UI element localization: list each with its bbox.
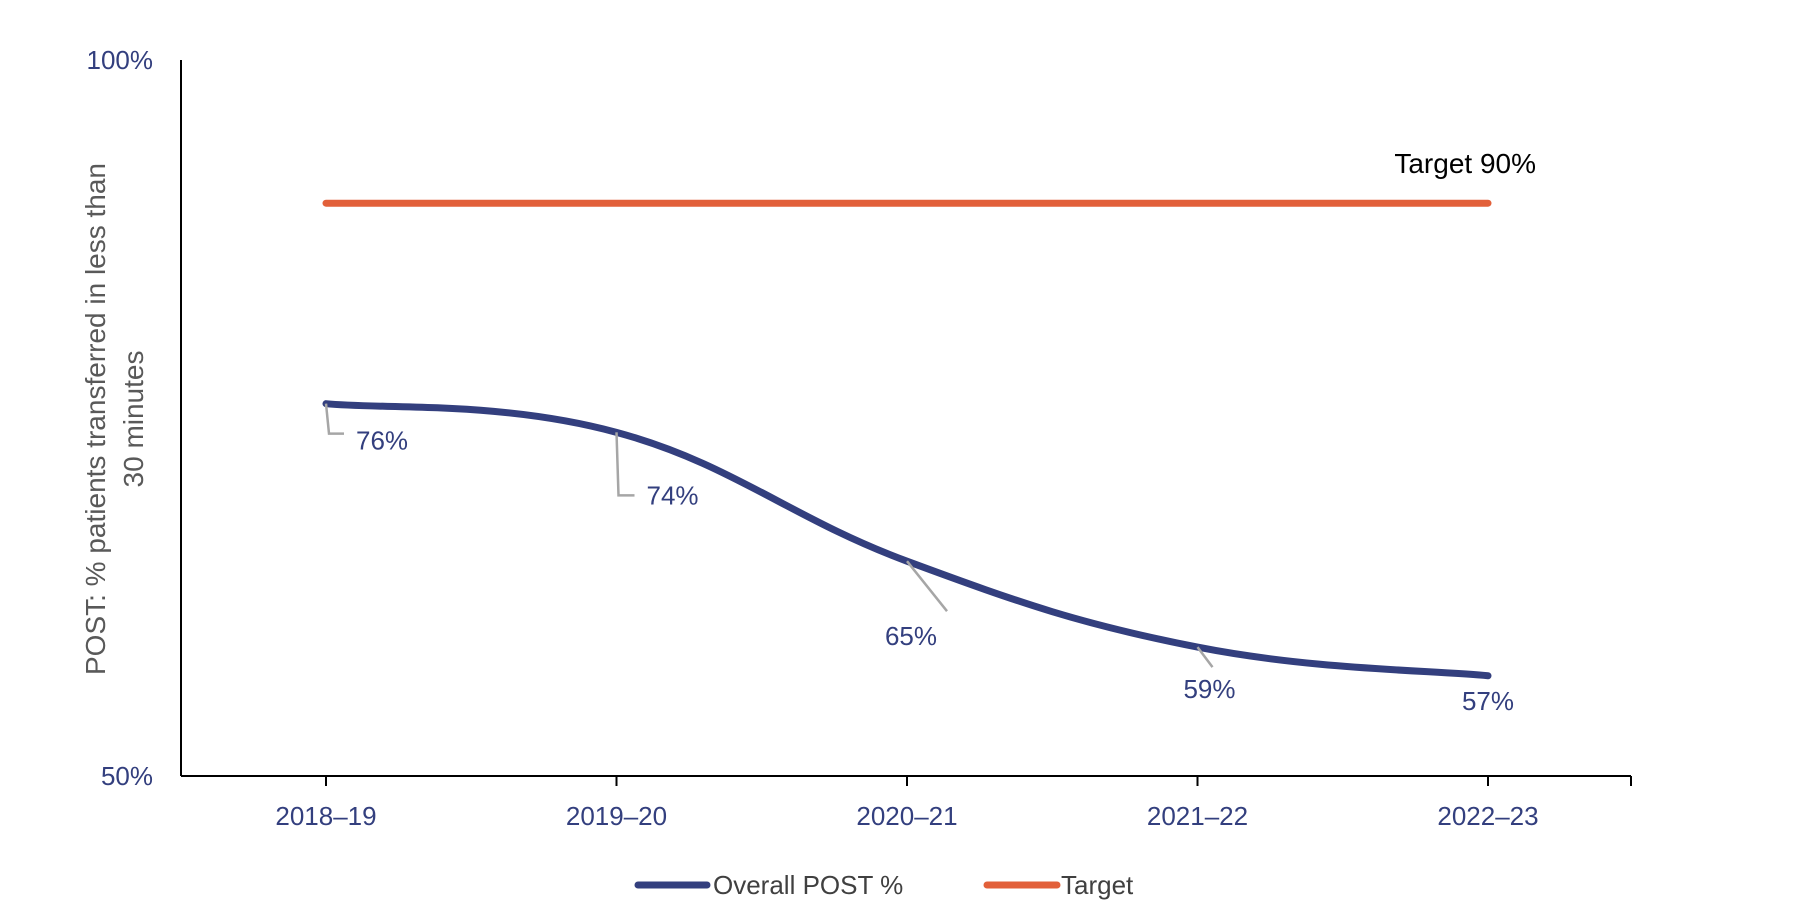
x-tick-label: 2019–20 — [566, 801, 667, 831]
y-tick-labels: 50% 100% — [87, 45, 154, 791]
data-label: 57% — [1462, 686, 1514, 716]
data-label: 74% — [647, 480, 699, 510]
y-axis-title-line: 30 minutes — [118, 351, 149, 488]
target-annotation: Target 90% — [1394, 148, 1536, 179]
data-label: 59% — [1183, 674, 1235, 704]
data-label: 76% — [356, 426, 408, 456]
x-tick-label: 2020–21 — [856, 801, 957, 831]
y-tick-label: 50% — [101, 761, 153, 791]
legend: Overall POST % Target — [634, 870, 1134, 900]
data-label: 65% — [885, 621, 937, 651]
x-ticks: 2018–19 2019–20 2020–21 2021–22 2022–23 — [275, 776, 1632, 831]
y-axis-title-line: POST: % patients transferred in less tha… — [80, 163, 111, 675]
data-label-leader — [615, 432, 635, 497]
x-tick-label: 2018–19 — [275, 801, 376, 831]
x-tick-label: 2021–22 — [1147, 801, 1248, 831]
data-label-leader — [324, 403, 344, 435]
data-label-leader — [1196, 646, 1214, 668]
data-label-leader — [906, 560, 948, 612]
x-tick-label: 2022–23 — [1437, 801, 1538, 831]
legend-label-target: Target — [1061, 870, 1134, 900]
y-axis-title-text: POST: % patients transferred in less tha… — [80, 163, 149, 675]
y-tick-label: 100% — [87, 45, 154, 75]
y-axis-title: POST: % patients transferred in less tha… — [80, 163, 149, 675]
data-labels: 76% 74% 65% 59% 57% — [324, 403, 1514, 716]
legend-label-overall-post: Overall POST % — [713, 870, 903, 900]
